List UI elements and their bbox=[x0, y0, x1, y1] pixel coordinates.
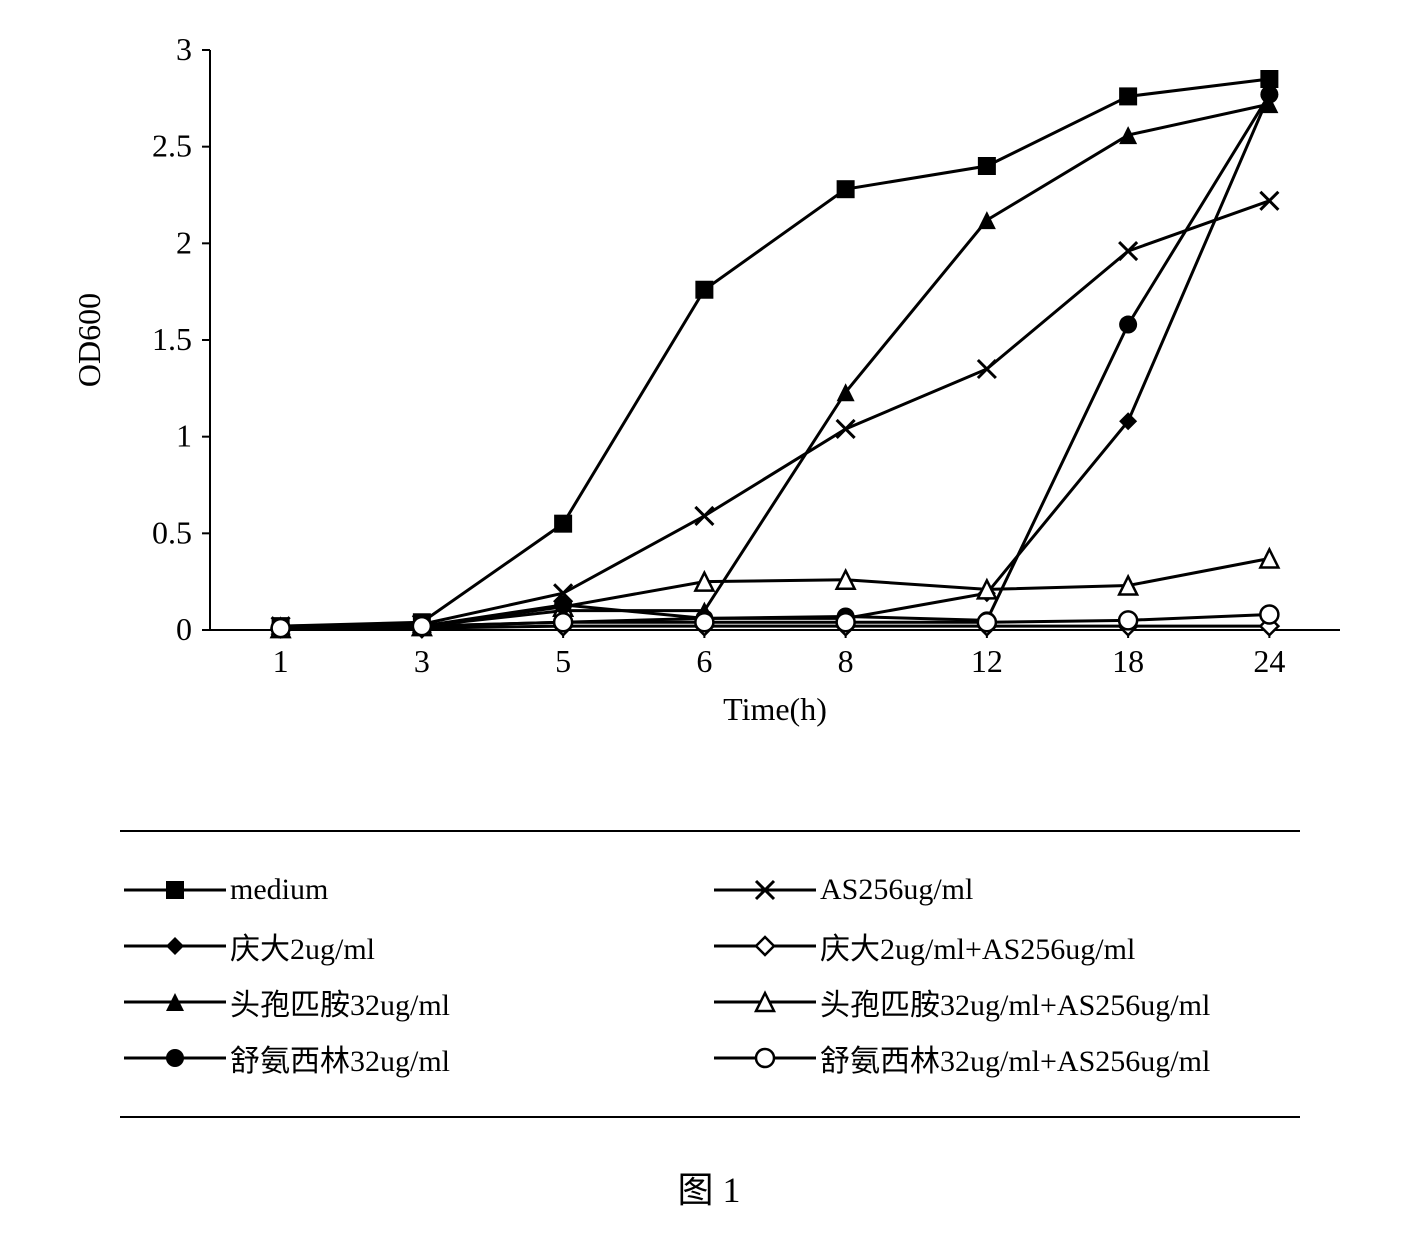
legend-glyph-as256 bbox=[710, 870, 820, 910]
svg-text:3: 3 bbox=[414, 643, 430, 679]
svg-text:0.5: 0.5 bbox=[152, 514, 192, 550]
legend-label-as256: AS256ug/ml bbox=[820, 873, 973, 907]
legend-label-sulta32: 舒氨西林32ug/ml bbox=[230, 1036, 450, 1080]
svg-text:1: 1 bbox=[273, 643, 289, 679]
legend-item-cefepime32: 头孢匹胺32ug/ml bbox=[120, 974, 710, 1030]
legend-item-sulta32as: 舒氨西林32ug/ml+AS256ug/ml bbox=[710, 1030, 1300, 1086]
line-chart: 0 0.5 1 1.5 2 2.5 3 1 3 5 6 8 12 18 24 Time(h) OD600 bbox=[60, 30, 1360, 730]
legend-item-as256: AS256ug/ml bbox=[710, 862, 1300, 918]
svg-text:6: 6 bbox=[696, 643, 712, 679]
svg-text:Time(h): Time(h) bbox=[723, 691, 827, 727]
series-sulta32 bbox=[272, 85, 1279, 637]
svg-text:18: 18 bbox=[1112, 643, 1144, 679]
legend-item-medium: medium bbox=[120, 862, 710, 918]
legend-label-gent2: 庆大2ug/ml bbox=[230, 924, 375, 968]
legend-glyph-medium bbox=[120, 870, 230, 910]
legend: medium 庆大2ug/ml 头孢匹胺32ug/ml 舒氨西林32ug/ml AS2… bbox=[120, 830, 1300, 1118]
legend-glyph-sulta32as bbox=[710, 1038, 820, 1078]
svg-text:24: 24 bbox=[1253, 643, 1285, 679]
legend-label-cefepime32as: 头孢匹胺32ug/ml+AS256ug/ml bbox=[820, 980, 1210, 1024]
svg-text:1: 1 bbox=[176, 418, 192, 454]
svg-text:2: 2 bbox=[176, 224, 192, 260]
legend-column-right: AS256ug/ml 庆大2ug/ml+AS256ug/ml 头孢匹胺32ug/ml… bbox=[710, 862, 1300, 1086]
chart-container: 0 0.5 1 1.5 2 2.5 3 1 3 5 6 8 12 18 24 Time(h) OD600 bbox=[60, 30, 1360, 730]
svg-text:0: 0 bbox=[176, 611, 192, 647]
svg-text:1.5: 1.5 bbox=[152, 321, 192, 357]
svg-text:3: 3 bbox=[176, 31, 192, 67]
legend-label-cefepime32: 头孢匹胺32ug/ml bbox=[230, 980, 450, 1024]
legend-item-cefepime32as: 头孢匹胺32ug/ml+AS256ug/ml bbox=[710, 974, 1300, 1030]
svg-text:OD600: OD600 bbox=[71, 293, 107, 387]
legend-item-sulta32: 舒氨西林32ug/ml bbox=[120, 1030, 710, 1086]
legend-glyph-cefepime32 bbox=[120, 982, 230, 1022]
legend-glyph-gent2as bbox=[710, 926, 820, 966]
legend-label-medium: medium bbox=[230, 873, 328, 907]
legend-glyph-sulta32 bbox=[120, 1038, 230, 1078]
legend-column-left: medium 庆大2ug/ml 头孢匹胺32ug/ml 舒氨西林32ug/ml bbox=[120, 862, 710, 1086]
legend-label-sulta32as: 舒氨西林32ug/ml+AS256ug/ml bbox=[820, 1036, 1210, 1080]
legend-item-gent2: 庆大2ug/ml bbox=[120, 918, 710, 974]
series-cefepime32 bbox=[272, 95, 1279, 637]
legend-item-gent2as: 庆大2ug/ml+AS256ug/ml bbox=[710, 918, 1300, 974]
series-gent2 bbox=[272, 85, 1279, 637]
svg-text:2.5: 2.5 bbox=[152, 128, 192, 164]
svg-text:5: 5 bbox=[555, 643, 571, 679]
svg-text:8: 8 bbox=[838, 643, 854, 679]
legend-glyph-cefepime32as bbox=[710, 982, 820, 1022]
figure-caption: 图 1 bbox=[0, 1161, 1418, 1213]
page-root: { "chart": { "type": "line", "width": 13… bbox=[0, 0, 1418, 1243]
series-medium bbox=[272, 70, 1279, 635]
svg-text:12: 12 bbox=[971, 643, 1003, 679]
legend-label-gent2as: 庆大2ug/ml+AS256ug/ml bbox=[820, 924, 1135, 968]
legend-glyph-gent2 bbox=[120, 926, 230, 966]
